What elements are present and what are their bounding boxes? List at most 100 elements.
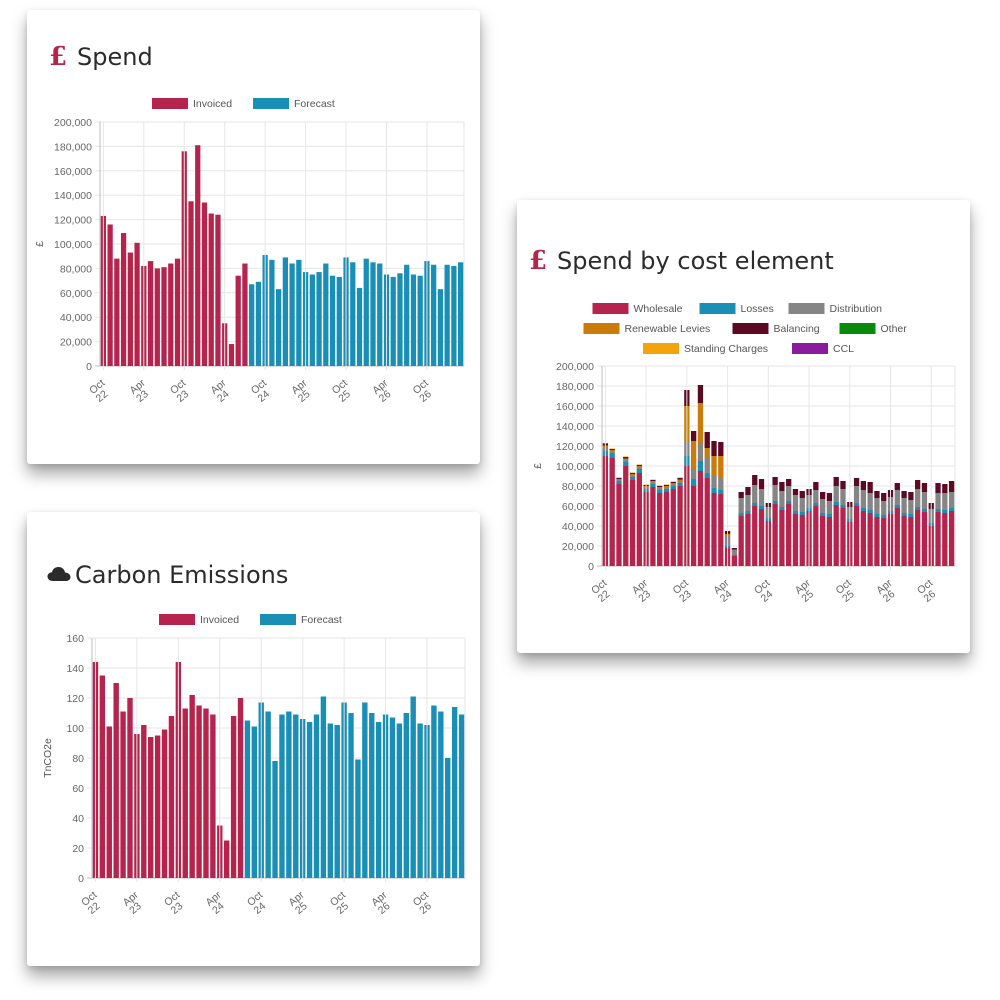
bar-forecast	[255, 281, 262, 366]
bar-forecast	[444, 264, 450, 366]
y-axis-label: £	[532, 463, 544, 469]
bar-forecast	[377, 263, 383, 366]
bar-distribution	[901, 498, 907, 513]
legend-label-distribution: Distribution	[830, 303, 883, 315]
bar-losses	[636, 469, 642, 473]
bar-losses	[901, 513, 907, 516]
bar-distribution	[935, 493, 941, 509]
bar-distribution	[690, 469, 697, 479]
bar-renewable-levies	[711, 456, 717, 476]
bar-balancing	[874, 491, 880, 498]
bar-forecast	[329, 275, 336, 366]
legend-swatch-invoiced	[159, 614, 195, 625]
bar-distribution	[874, 498, 880, 514]
bar-invoiced	[208, 213, 214, 366]
bar-wholesale	[623, 466, 629, 566]
bar-distribution	[819, 499, 826, 513]
carbon-title: Carbon Emissions	[47, 560, 288, 590]
spend-card: £ Spend 0 20,000 40,000 60,000 80,000 100,000 1…	[27, 10, 480, 464]
carbon-title-text: Carbon Emissions	[75, 561, 289, 589]
bar-losses	[758, 506, 765, 509]
y-tick-label: 100,000	[556, 461, 594, 473]
bar-wholesale	[921, 512, 928, 566]
bar-standing-charges	[650, 479, 656, 480]
bar-wholesale	[616, 484, 622, 566]
y-tick-label: 40,000	[562, 521, 594, 533]
bar-distribution	[663, 487, 670, 489]
bar-balancing	[813, 482, 819, 490]
bar-distribution	[758, 489, 765, 506]
bar-renewable-levies	[670, 483, 676, 485]
bar-forecast	[272, 761, 278, 878]
bar-losses	[819, 513, 826, 516]
bar-wholesale	[813, 506, 819, 566]
bar-invoiced	[127, 698, 133, 878]
bar-renewable-levies	[677, 479, 683, 482]
bar-forecast	[320, 696, 327, 878]
bar-losses	[935, 509, 941, 512]
bar-wholesale	[697, 471, 704, 566]
bar-balancing	[840, 481, 846, 489]
legend-label-ccl: CCL	[833, 343, 854, 355]
bar-standing-charges	[636, 464, 642, 465]
bar-wholesale	[745, 514, 751, 566]
bar-wholesale	[915, 510, 921, 566]
bar-balancing	[616, 478, 622, 479]
bar-balancing	[772, 477, 778, 485]
bar-losses	[833, 502, 839, 505]
bar-invoiced	[237, 698, 244, 878]
bar-invoiced	[114, 258, 120, 366]
bar-balancing	[670, 482, 676, 483]
bar-wholesale	[670, 489, 676, 566]
bar-forecast	[244, 720, 251, 878]
legend-label-forecast: Forecast	[301, 614, 342, 626]
y-tick-label: 0	[588, 561, 594, 573]
bar-distribution	[792, 495, 799, 511]
y-tick-label: 200,000	[556, 361, 594, 373]
y-axis-label: TnCO2e	[42, 738, 54, 778]
bar-invoiced	[228, 344, 235, 366]
bar-losses	[690, 479, 697, 486]
bar-invoiced	[168, 716, 175, 878]
bar-invoiced	[113, 683, 119, 878]
cloud-icon	[47, 560, 75, 590]
bar-invoiced	[154, 735, 161, 878]
bar-forecast	[438, 711, 444, 878]
bar-losses	[915, 507, 921, 510]
bar-invoiced	[196, 705, 202, 878]
bar-wholesale	[677, 486, 683, 566]
bar-balancing	[677, 478, 683, 480]
bar-forecast	[265, 711, 271, 878]
bar-balancing	[731, 548, 738, 550]
bar-balancing	[948, 481, 955, 492]
bar-forecast	[445, 758, 451, 878]
bar-forecast	[249, 284, 255, 366]
bar-balancing	[738, 492, 744, 498]
bar-invoiced	[195, 145, 201, 366]
bar-forecast	[350, 262, 356, 366]
bar-wholesale	[942, 513, 948, 566]
bar-balancing	[860, 481, 867, 490]
bar-wholesale	[779, 510, 785, 566]
y-tick-label: 40,000	[60, 312, 92, 324]
bar-balancing	[786, 479, 792, 486]
bar-distribution	[786, 486, 792, 501]
bar-wholesale	[704, 478, 710, 566]
bar-losses	[772, 501, 778, 504]
bar-forecast	[355, 759, 361, 878]
legend-swatch-standing-charges	[643, 343, 679, 354]
bar-standing-charges	[609, 448, 615, 449]
bar-wholesale	[826, 517, 833, 566]
bar-balancing	[799, 491, 805, 498]
bar-invoiced	[224, 840, 230, 878]
bar-balancing	[657, 486, 663, 487]
bar-invoiced	[189, 695, 195, 878]
bar-forecast	[289, 263, 295, 366]
bar-invoiced	[141, 725, 147, 878]
bar-wholesale	[948, 511, 955, 566]
bar-wholesale	[881, 518, 887, 566]
bar-losses	[881, 515, 887, 518]
bar-balancing	[792, 489, 799, 495]
bar-losses	[663, 489, 670, 492]
bar-invoiced	[201, 202, 208, 366]
